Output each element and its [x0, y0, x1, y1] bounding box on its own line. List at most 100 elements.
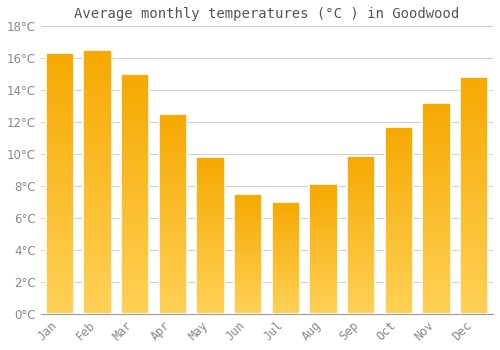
Bar [121, 256, 150, 261]
Bar [310, 241, 338, 244]
Bar [84, 172, 112, 177]
Bar [347, 172, 376, 175]
Bar [46, 283, 74, 288]
Bar [46, 85, 74, 90]
Bar [422, 284, 450, 289]
Bar [158, 182, 187, 186]
Bar [158, 286, 187, 290]
Bar [347, 282, 376, 285]
Bar [272, 240, 300, 242]
Bar [384, 295, 413, 299]
Bar [84, 150, 112, 156]
Bar [121, 103, 150, 108]
Bar [234, 256, 262, 259]
Bar [121, 261, 150, 266]
Bar [84, 98, 112, 103]
Bar [347, 244, 376, 247]
Bar [121, 285, 150, 290]
Bar [234, 232, 262, 235]
Bar [196, 273, 224, 276]
Bar [384, 187, 413, 190]
Bar [422, 162, 450, 166]
Bar [196, 232, 224, 236]
Bar [272, 296, 300, 298]
Bar [121, 113, 150, 117]
Bar [158, 214, 187, 218]
Bar [347, 175, 376, 178]
Bar [310, 288, 338, 290]
Bar [460, 125, 488, 130]
Bar [384, 157, 413, 161]
Bar [310, 247, 338, 249]
Bar [46, 168, 74, 173]
Bar [196, 251, 224, 254]
Bar [84, 113, 112, 119]
Bar [121, 237, 150, 242]
Bar [84, 103, 112, 108]
Bar [347, 184, 376, 187]
Bar [121, 218, 150, 223]
Bar [46, 225, 74, 231]
Bar [158, 290, 187, 294]
Bar [84, 145, 112, 150]
Bar [422, 128, 450, 133]
Bar [384, 265, 413, 269]
Bar [460, 77, 488, 82]
Bar [347, 194, 376, 197]
Bar [234, 283, 262, 285]
Bar [46, 69, 74, 74]
Bar [234, 211, 262, 213]
Bar [347, 238, 376, 241]
Bar [158, 174, 187, 178]
Bar [422, 166, 450, 170]
Bar [84, 140, 112, 145]
Bar [121, 161, 150, 165]
Bar [347, 229, 376, 232]
Bar [84, 87, 112, 92]
Bar [384, 213, 413, 217]
Bar [422, 133, 450, 137]
Bar [347, 197, 376, 200]
Bar [84, 71, 112, 77]
Bar [121, 170, 150, 175]
Bar [460, 281, 488, 286]
Bar [46, 59, 74, 64]
Bar [234, 278, 262, 280]
Bar [46, 106, 74, 111]
Bar [347, 225, 376, 229]
Bar [158, 226, 187, 230]
Bar [196, 201, 224, 204]
Bar [347, 219, 376, 222]
Bar [347, 301, 376, 304]
Bar [384, 250, 413, 254]
Bar [422, 107, 450, 111]
Bar [422, 267, 450, 272]
Bar [272, 282, 300, 285]
Bar [460, 130, 488, 134]
Bar [272, 267, 300, 269]
Bar [272, 303, 300, 305]
Bar [234, 254, 262, 256]
Bar [460, 172, 488, 177]
Bar [460, 201, 488, 205]
Bar [84, 235, 112, 240]
Bar [121, 141, 150, 146]
Bar [460, 106, 488, 111]
Bar [196, 192, 224, 195]
Bar [310, 190, 338, 192]
Bar [196, 198, 224, 201]
Bar [196, 173, 224, 176]
Bar [422, 103, 450, 314]
Bar [196, 160, 224, 163]
Bar [347, 241, 376, 244]
Bar [347, 279, 376, 282]
Bar [272, 274, 300, 276]
Bar [84, 277, 112, 282]
Bar [347, 276, 376, 279]
Bar [422, 251, 450, 255]
Bar [460, 215, 488, 219]
Bar [384, 164, 413, 168]
Bar [121, 132, 150, 136]
Bar [272, 294, 300, 296]
Bar [347, 295, 376, 298]
